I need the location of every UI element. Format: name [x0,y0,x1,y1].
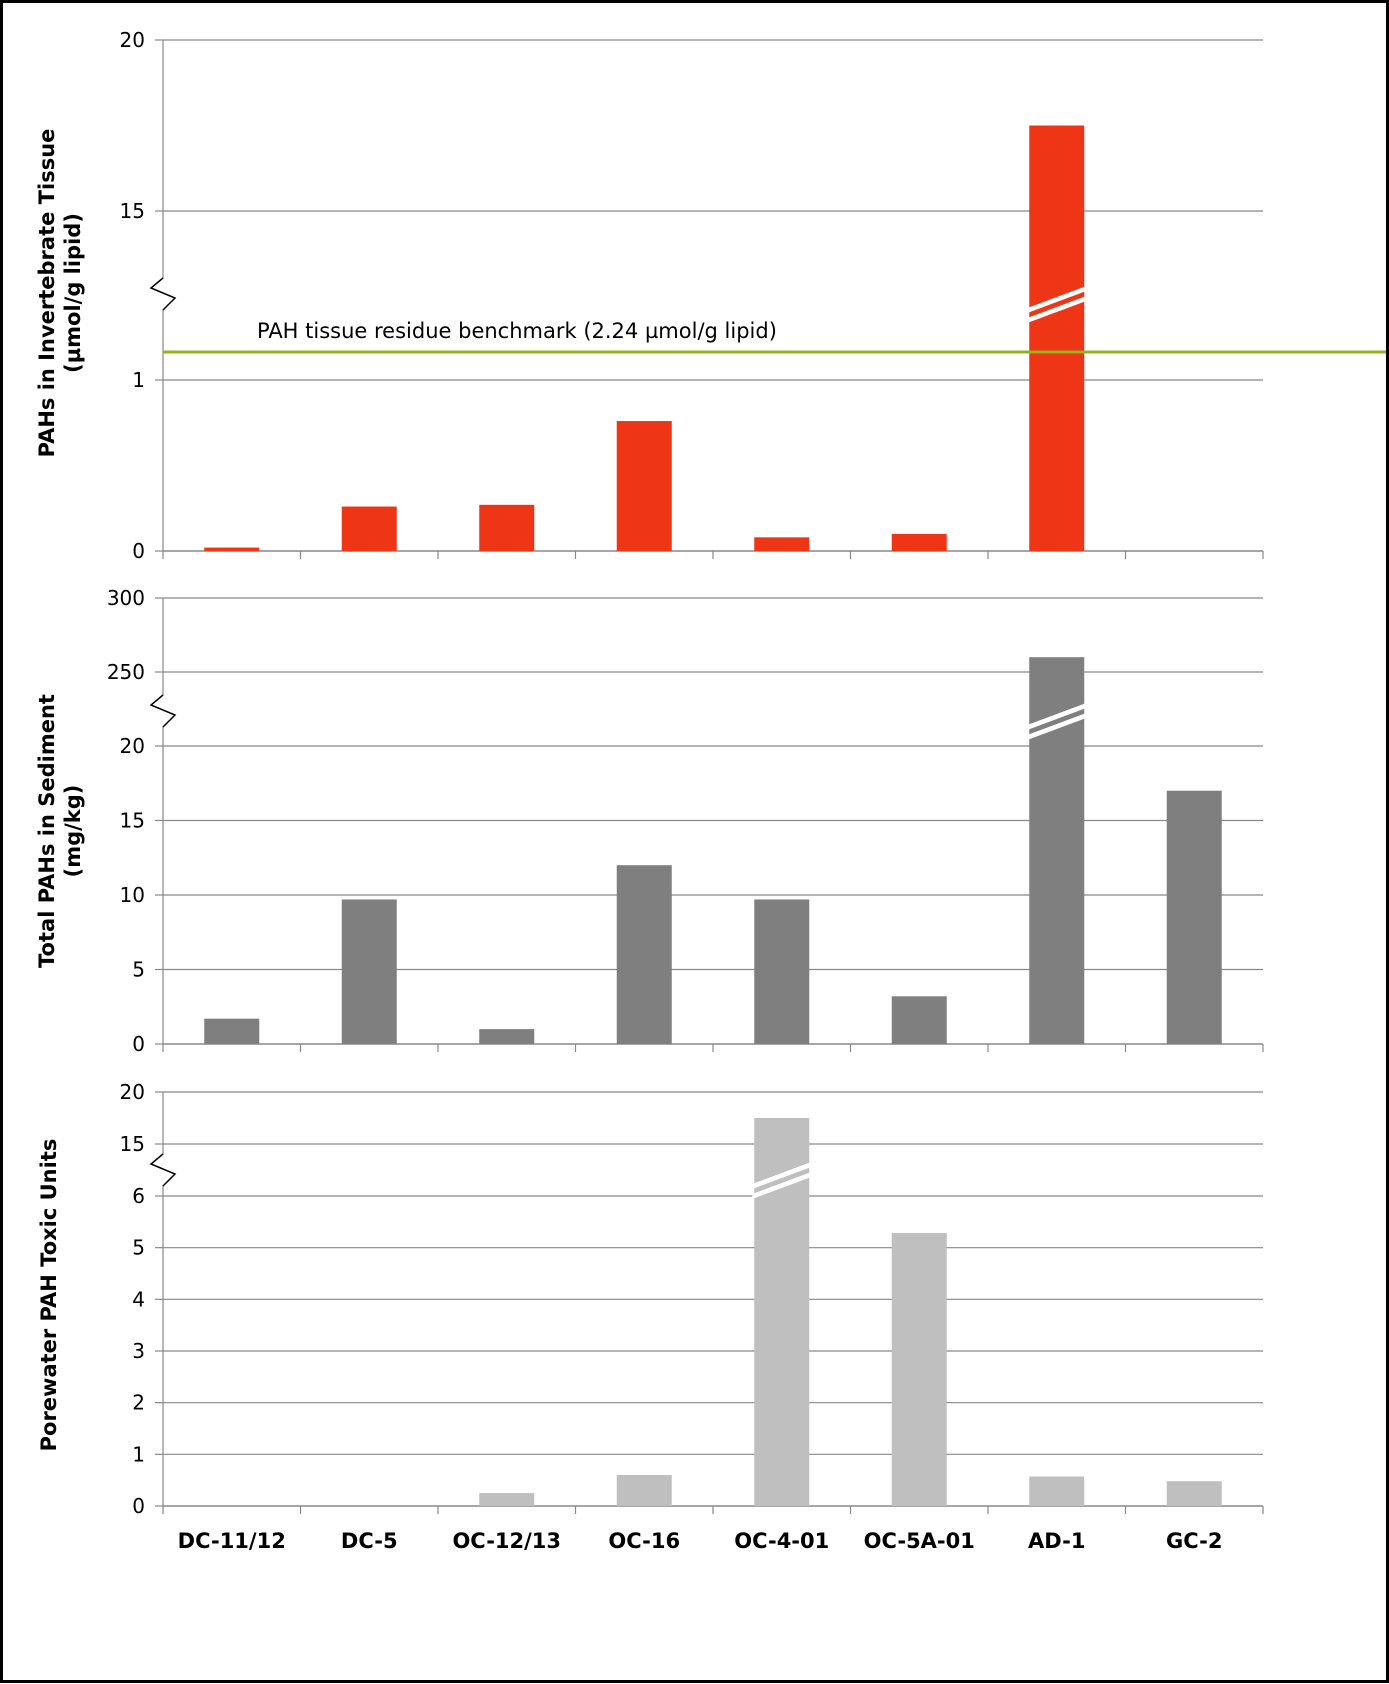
bar [204,1018,260,1044]
y-tick-label: 0 [132,1494,145,1518]
x-category-label: OC-16 [608,1529,680,1553]
y-axis-label-line: PAHs in Invertebrate Tissue [35,129,59,458]
bar [341,506,397,551]
y-axis-label-line: Total PAHs in Sediment [35,694,59,968]
bar [204,547,260,551]
x-category-label: OC-12/13 [452,1529,561,1553]
x-category-label: DC-5 [341,1529,398,1553]
y-tick-label: 6 [132,1184,145,1208]
x-category-label: OC-5A-01 [864,1529,975,1553]
bar [1166,1481,1222,1506]
y-tick-label: 10 [120,883,145,907]
y-tick-label: 20 [120,734,145,758]
axis-break-marker [149,694,177,728]
bar [1029,125,1085,551]
bar [616,1475,672,1506]
axis-break-marker [149,1153,177,1187]
x-category-label: AD-1 [1028,1529,1085,1553]
y-tick-label: 300 [107,586,145,610]
y-tick-label: 5 [132,958,145,982]
y-tick-label: 5 [132,1236,145,1260]
y-tick-label: 250 [107,660,145,684]
bar-break-stripe [1027,703,1087,730]
y-tick-label: 0 [132,1032,145,1056]
x-category-label: GC-2 [1166,1529,1222,1553]
bar-break-stripe [1027,286,1087,313]
y-axis-label: Total PAHs in Sediment(mg/kg) [35,694,85,968]
y-tick-label: 0 [132,539,145,563]
y-tick-label: 1 [132,1442,145,1466]
y-tick-label: 20 [120,28,145,52]
bar-break-stripe [752,1162,812,1189]
bar [479,504,535,551]
axis-break-marker [149,277,177,311]
bar [754,899,810,1044]
bar [1029,1476,1085,1506]
y-tick-label: 15 [120,809,145,833]
x-category-label: DC-11/12 [178,1529,286,1553]
y-tick-label: 20 [120,1080,145,1104]
y-axis-label: PAHs in Invertebrate Tissue(µmol/g lipid… [35,129,85,458]
y-tick-label: 3 [132,1339,145,1363]
bar [479,1029,535,1044]
bar-break-stripe [1027,713,1087,740]
y-tick-label: 4 [132,1287,145,1311]
bar [341,899,397,1044]
bar [479,1493,535,1506]
bar [616,865,672,1044]
y-tick-label: 15 [120,1132,145,1156]
bar-break-stripe [1027,296,1087,323]
bar [891,533,947,551]
y-axis-label: Porewater PAH Toxic Units [37,1139,61,1452]
benchmark-label: PAH tissue residue benchmark (2.24 µmol/… [257,319,777,343]
bar [616,421,672,551]
bar [891,1232,947,1506]
bar [891,996,947,1044]
y-axis-label-line: (mg/kg) [61,785,85,878]
y-tick-label: 2 [132,1391,145,1415]
x-category-label: OC-4-01 [734,1529,829,1553]
bar [1166,790,1222,1044]
y-tick-label: 1 [132,368,145,392]
y-axis-label-line: (µmol/g lipid) [61,213,85,373]
bar [754,537,810,551]
y-axis-label-line: Porewater PAH Toxic Units [37,1139,61,1452]
y-tick-label: 15 [120,199,145,223]
bar-break-stripe [752,1172,812,1199]
